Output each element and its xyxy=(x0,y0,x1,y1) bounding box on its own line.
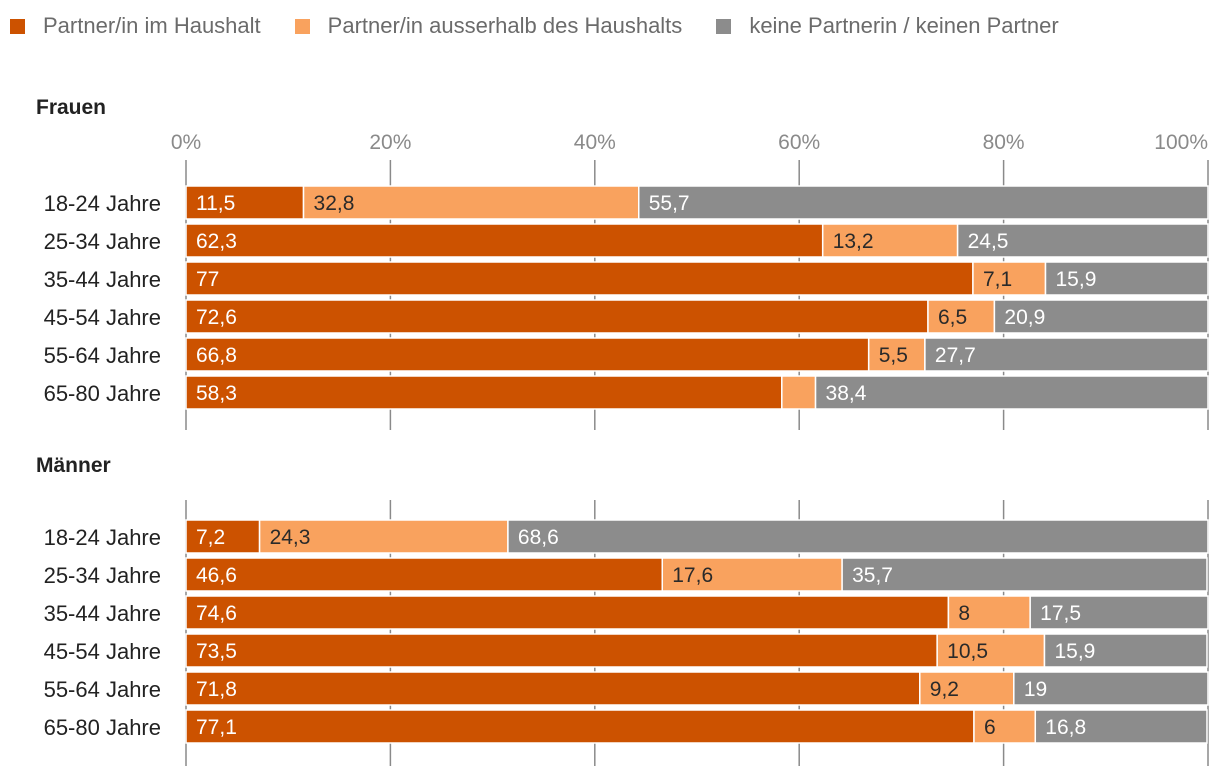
bar-segment-partner-in-im-haushalt[interactable] xyxy=(185,261,974,296)
data-label: 7,2 xyxy=(196,526,225,549)
panel-frauen: Frauen 0% 20% 40% 60% 80% 100% 18-24 Jahre 11,5… xyxy=(36,96,1209,430)
data-label: 17,5 xyxy=(1040,602,1081,625)
category-label: 55-64 Jahre xyxy=(44,343,161,368)
category-label: 25-34 Jahre xyxy=(44,563,161,588)
bar-segment-partner-in-im-haushalt[interactable] xyxy=(185,185,305,220)
bar-segment-keine-partnerin-keinen-partner[interactable] xyxy=(1043,633,1208,668)
category-label: 65-80 Jahre xyxy=(44,381,161,406)
data-label: 20,9 xyxy=(1004,306,1045,329)
data-label: 58,3 xyxy=(196,382,237,405)
data-label: 5,5 xyxy=(879,344,908,367)
data-label: 17,6 xyxy=(672,564,713,587)
panel-title: Männer xyxy=(36,454,111,477)
data-label: 24,5 xyxy=(968,230,1009,253)
bar-segment-keine-partnerin-keinen-partner[interactable] xyxy=(956,223,1209,258)
legend-item-kein-partner[interactable]: keine Partnerin / keinen Partner xyxy=(716,13,1059,39)
bar-segment-partner-in-im-haushalt[interactable] xyxy=(185,375,783,410)
data-label: 46,6 xyxy=(196,564,237,587)
x-tick-label: 20% xyxy=(369,131,411,154)
data-label: 15,9 xyxy=(1054,640,1095,663)
data-label: 6 xyxy=(984,716,996,739)
bar-segment-partner-in-ausserhalb-des-haushalts[interactable] xyxy=(661,557,843,592)
bar-segment-partner-in-im-haushalt[interactable] xyxy=(185,557,664,592)
data-label: 73,5 xyxy=(196,640,237,663)
data-label: 55,7 xyxy=(649,192,690,215)
category-label: 35-44 Jahre xyxy=(44,601,161,626)
data-label: 6,5 xyxy=(938,306,967,329)
category-label: 45-54 Jahre xyxy=(44,639,161,664)
bar-segment-keine-partnerin-keinen-partner[interactable] xyxy=(1013,671,1209,706)
bar-segment-partner-in-im-haushalt[interactable] xyxy=(185,337,870,372)
bar-segment-partner-in-ausserhalb-des-haushalts[interactable] xyxy=(258,519,509,554)
data-label: 38,4 xyxy=(826,382,867,405)
legend-swatch xyxy=(716,18,732,34)
bar-segment-partner-in-ausserhalb-des-haushalts[interactable] xyxy=(302,185,640,220)
category-label: 18-24 Jahre xyxy=(44,191,161,216)
data-label: 27,7 xyxy=(935,344,976,367)
panel-title: Frauen xyxy=(36,96,106,119)
bar-segment-partner-in-ausserhalb-des-haushalts[interactable] xyxy=(821,223,959,258)
data-label: 9,2 xyxy=(930,678,959,701)
category-label: 35-44 Jahre xyxy=(44,267,161,292)
data-label: 71,8 xyxy=(196,678,237,701)
x-tick-label: 100% xyxy=(1154,131,1208,154)
data-label: 62,3 xyxy=(196,230,237,253)
bar-segment-partner-in-im-haushalt[interactable] xyxy=(185,709,975,744)
bar-segment-partner-in-im-haushalt[interactable] xyxy=(185,519,261,554)
category-label: 55-64 Jahre xyxy=(44,677,161,702)
chart-legend: Partner/in im Haushalt Partner/in ausser… xyxy=(10,12,1093,40)
legend-label: Partner/in ausserhalb des Haushalts xyxy=(327,13,683,38)
data-label: 35,7 xyxy=(852,564,893,587)
panel-maenner: Männer 18-24 Jahre 7,2 24,3 68,6 25-34 Jahre… xyxy=(36,454,1209,766)
bar-segment-partner-in-im-haushalt[interactable] xyxy=(185,595,950,630)
x-tick-label: 60% xyxy=(778,131,820,154)
bar-segment-partner-in-im-haushalt[interactable] xyxy=(185,671,921,706)
bar-segment-keine-partnerin-keinen-partner[interactable] xyxy=(841,557,1208,592)
category-label: 65-80 Jahre xyxy=(44,715,161,740)
data-label: 10,5 xyxy=(947,640,988,663)
x-tick-label: 40% xyxy=(574,131,616,154)
data-label: 77 xyxy=(196,268,219,291)
x-tick-label: 80% xyxy=(983,131,1025,154)
bar-segment-keine-partnerin-keinen-partner[interactable] xyxy=(1029,595,1209,630)
bar-segment-keine-partnerin-keinen-partner[interactable] xyxy=(1044,261,1209,296)
data-label: 74,6 xyxy=(196,602,237,625)
legend-swatch xyxy=(10,18,25,34)
bar-segment-keine-partnerin-keinen-partner[interactable] xyxy=(924,337,1209,372)
data-label: 8 xyxy=(958,602,970,625)
data-label: 11,5 xyxy=(196,192,235,215)
legend-label: keine Partnerin / keinen Partner xyxy=(749,13,1059,38)
legend-item-partner-im-haushalt[interactable]: Partner/in im Haushalt xyxy=(10,13,261,39)
x-tick-label: 0% xyxy=(171,131,201,154)
data-label: 13,2 xyxy=(833,230,874,253)
bar-segment-partner-in-ausserhalb-des-haushalts[interactable] xyxy=(947,595,1031,630)
data-label: 16,8 xyxy=(1045,716,1086,739)
bar-segment-partner-in-im-haushalt[interactable] xyxy=(185,223,824,258)
data-label: 15,9 xyxy=(1056,268,1097,291)
data-label: 66,8 xyxy=(196,344,237,367)
bar-segment-keine-partnerin-keinen-partner[interactable] xyxy=(507,519,1209,554)
category-label: 18-24 Jahre xyxy=(44,525,161,550)
bar-segment-keine-partnerin-keinen-partner[interactable] xyxy=(993,299,1209,334)
bar-segment-partner-in-ausserhalb-des-haushalts[interactable] xyxy=(781,375,817,410)
data-label: 72,6 xyxy=(196,306,237,329)
bar-segment-partner-in-im-haushalt[interactable] xyxy=(185,299,929,334)
bar-segment-keine-partnerin-keinen-partner[interactable] xyxy=(637,185,1209,220)
legend-label: Partner/in im Haushalt xyxy=(43,13,261,38)
legend-swatch xyxy=(294,18,310,34)
category-label: 45-54 Jahre xyxy=(44,305,161,330)
data-label: 7,1 xyxy=(983,268,1012,291)
legend-item-partner-ausserhalb[interactable]: Partner/in ausserhalb des Haushalts xyxy=(294,13,683,39)
data-label: 19 xyxy=(1024,678,1047,701)
bar-segment-keine-partnerin-keinen-partner[interactable] xyxy=(1034,709,1208,744)
data-label: 77,1 xyxy=(196,716,237,739)
bar-segment-keine-partnerin-keinen-partner[interactable] xyxy=(814,375,1209,410)
data-label: 32,8 xyxy=(314,192,355,215)
bar-segment-partner-in-im-haushalt[interactable] xyxy=(185,633,938,668)
bar-segment-partner-in-ausserhalb-des-haushalts[interactable] xyxy=(936,633,1046,668)
data-label: 68,6 xyxy=(518,526,559,549)
data-label: 24,3 xyxy=(270,526,311,549)
category-label: 25-34 Jahre xyxy=(44,229,161,254)
